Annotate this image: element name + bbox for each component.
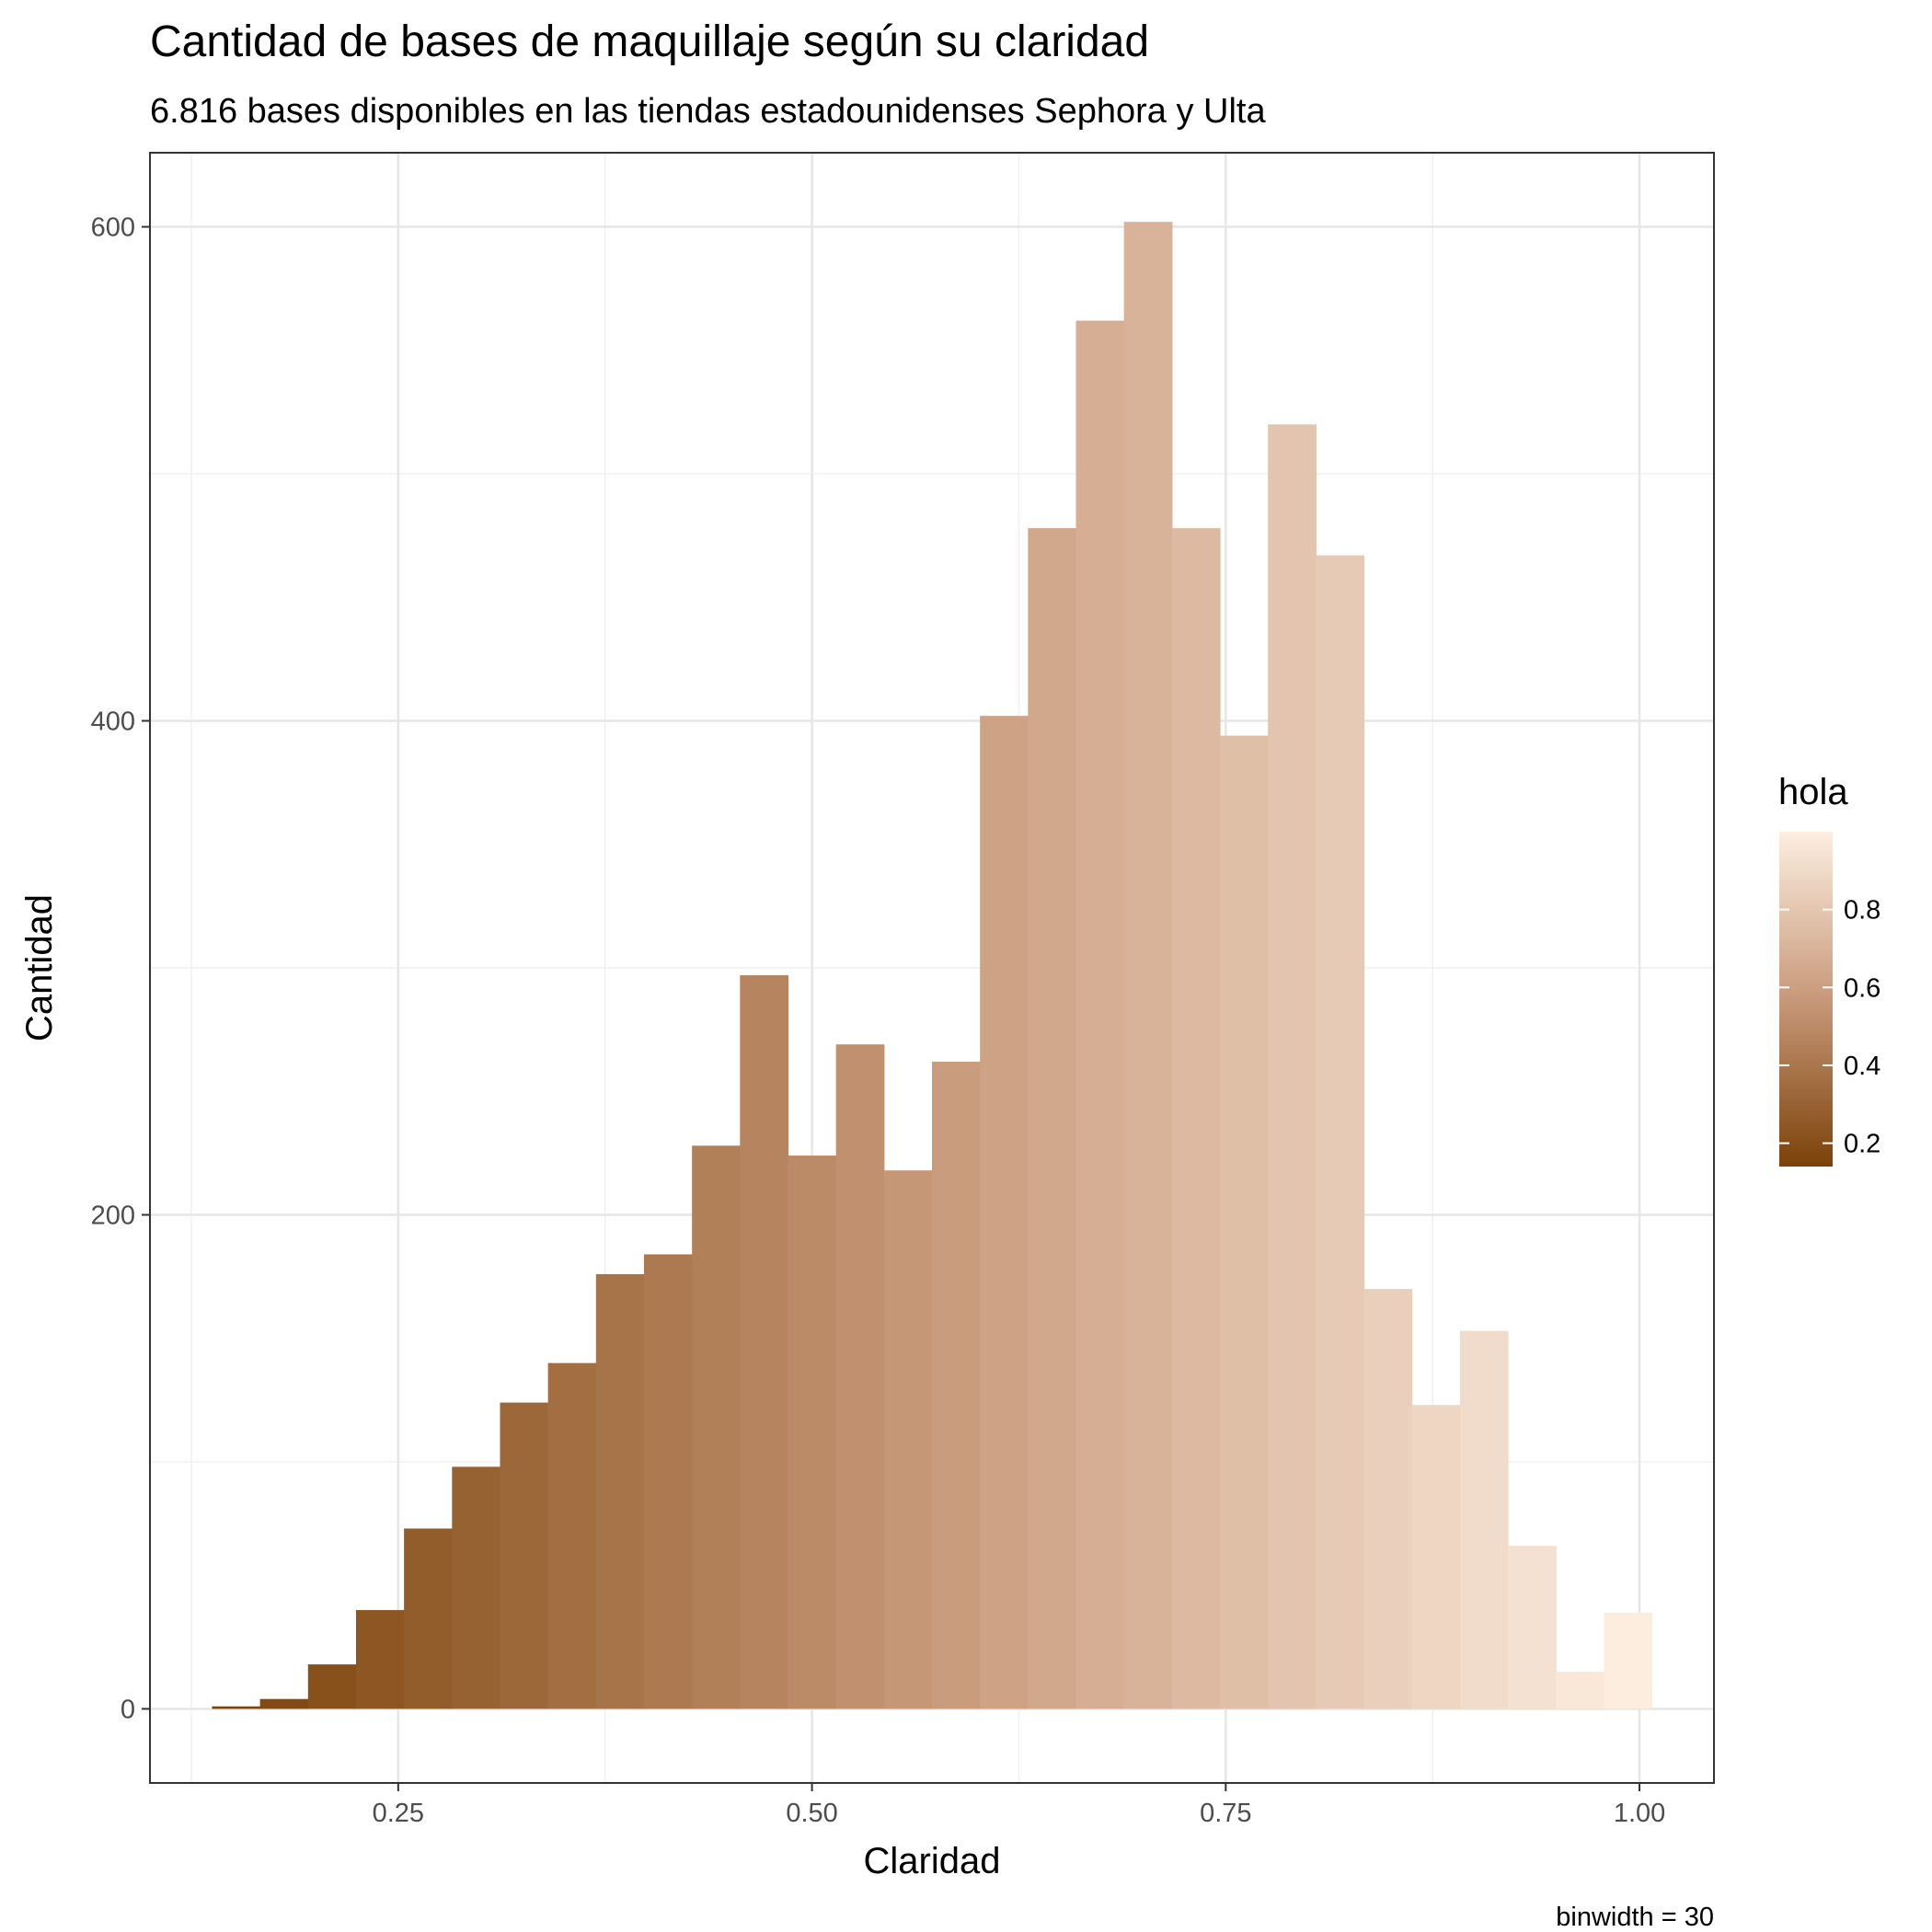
legend-ticks: 0.2 0.4 0.6 0.8 xyxy=(1779,896,1880,1159)
y-axis: 0 200 400 600 xyxy=(91,213,150,1724)
histogram-bar xyxy=(1171,528,1221,1709)
histogram-bar xyxy=(1123,222,1173,1709)
histogram-bar xyxy=(547,1363,597,1709)
legend-tick-label: 0.8 xyxy=(1844,896,1880,926)
histogram-bar xyxy=(1316,555,1365,1709)
histogram-bar xyxy=(307,1664,357,1709)
x-tick-label: 1.00 xyxy=(1614,1799,1665,1828)
y-tick-label: 400 xyxy=(91,707,135,737)
histogram-bar xyxy=(883,1170,933,1709)
y-tick-label: 600 xyxy=(91,213,135,243)
x-axis: 0.25 0.50 0.75 1.00 xyxy=(373,1783,1665,1828)
x-tick-label: 0.25 xyxy=(373,1799,424,1828)
histogram-bar xyxy=(835,1044,885,1709)
histogram-bar xyxy=(452,1466,501,1709)
histogram-bar xyxy=(355,1610,405,1709)
histogram-bar xyxy=(1556,1672,1604,1709)
histogram-bar xyxy=(1508,1546,1557,1709)
histogram-bar xyxy=(1459,1330,1509,1709)
y-axis-title: Cantidad xyxy=(19,894,60,1041)
chart-title: Cantidad de bases de maquillaje según su… xyxy=(150,17,1149,66)
histogram-bar xyxy=(643,1254,693,1709)
histogram-bar xyxy=(1411,1405,1461,1709)
histogram-bar xyxy=(1075,320,1125,1709)
histogram-bar xyxy=(1268,424,1317,1709)
histogram-bar xyxy=(259,1698,309,1709)
histogram-bar xyxy=(1363,1289,1413,1709)
histogram-bar xyxy=(980,716,1029,1709)
x-tick-label: 0.75 xyxy=(1200,1799,1251,1828)
histogram-bar xyxy=(932,1062,981,1709)
legend-tick-label: 0.6 xyxy=(1844,973,1880,1003)
histogram-bar xyxy=(692,1145,741,1709)
caption: binwidth = 30 xyxy=(1556,1903,1714,1932)
legend-tick-label: 0.2 xyxy=(1844,1130,1880,1159)
histogram-bars xyxy=(212,222,1653,1709)
chart-subtitle: 6.816 bases disponibles en las tiendas e… xyxy=(150,92,1266,131)
y-tick-label: 0 xyxy=(121,1695,135,1724)
x-axis-title: Claridad xyxy=(864,1841,1001,1881)
x-tick-label: 0.50 xyxy=(786,1799,837,1828)
histogram-bar xyxy=(500,1402,549,1709)
histogram-bar xyxy=(1604,1612,1653,1709)
histogram-bar xyxy=(1028,528,1077,1709)
legend-tick-label: 0.4 xyxy=(1844,1052,1880,1081)
histogram-bar xyxy=(740,975,789,1709)
histogram-bar xyxy=(1220,735,1269,1709)
histogram-bar xyxy=(212,1706,261,1709)
legend-colorbar xyxy=(1779,832,1833,1167)
histogram-bar xyxy=(788,1156,837,1709)
histogram-bar xyxy=(595,1273,645,1709)
legend-title: hola xyxy=(1778,772,1848,812)
plot-panel-border xyxy=(149,152,1715,1784)
y-tick-label: 200 xyxy=(91,1201,135,1230)
color-legend: hola 0.2 0.4 0.6 0.8 xyxy=(1778,772,1880,1167)
histogram-bar xyxy=(404,1528,453,1709)
